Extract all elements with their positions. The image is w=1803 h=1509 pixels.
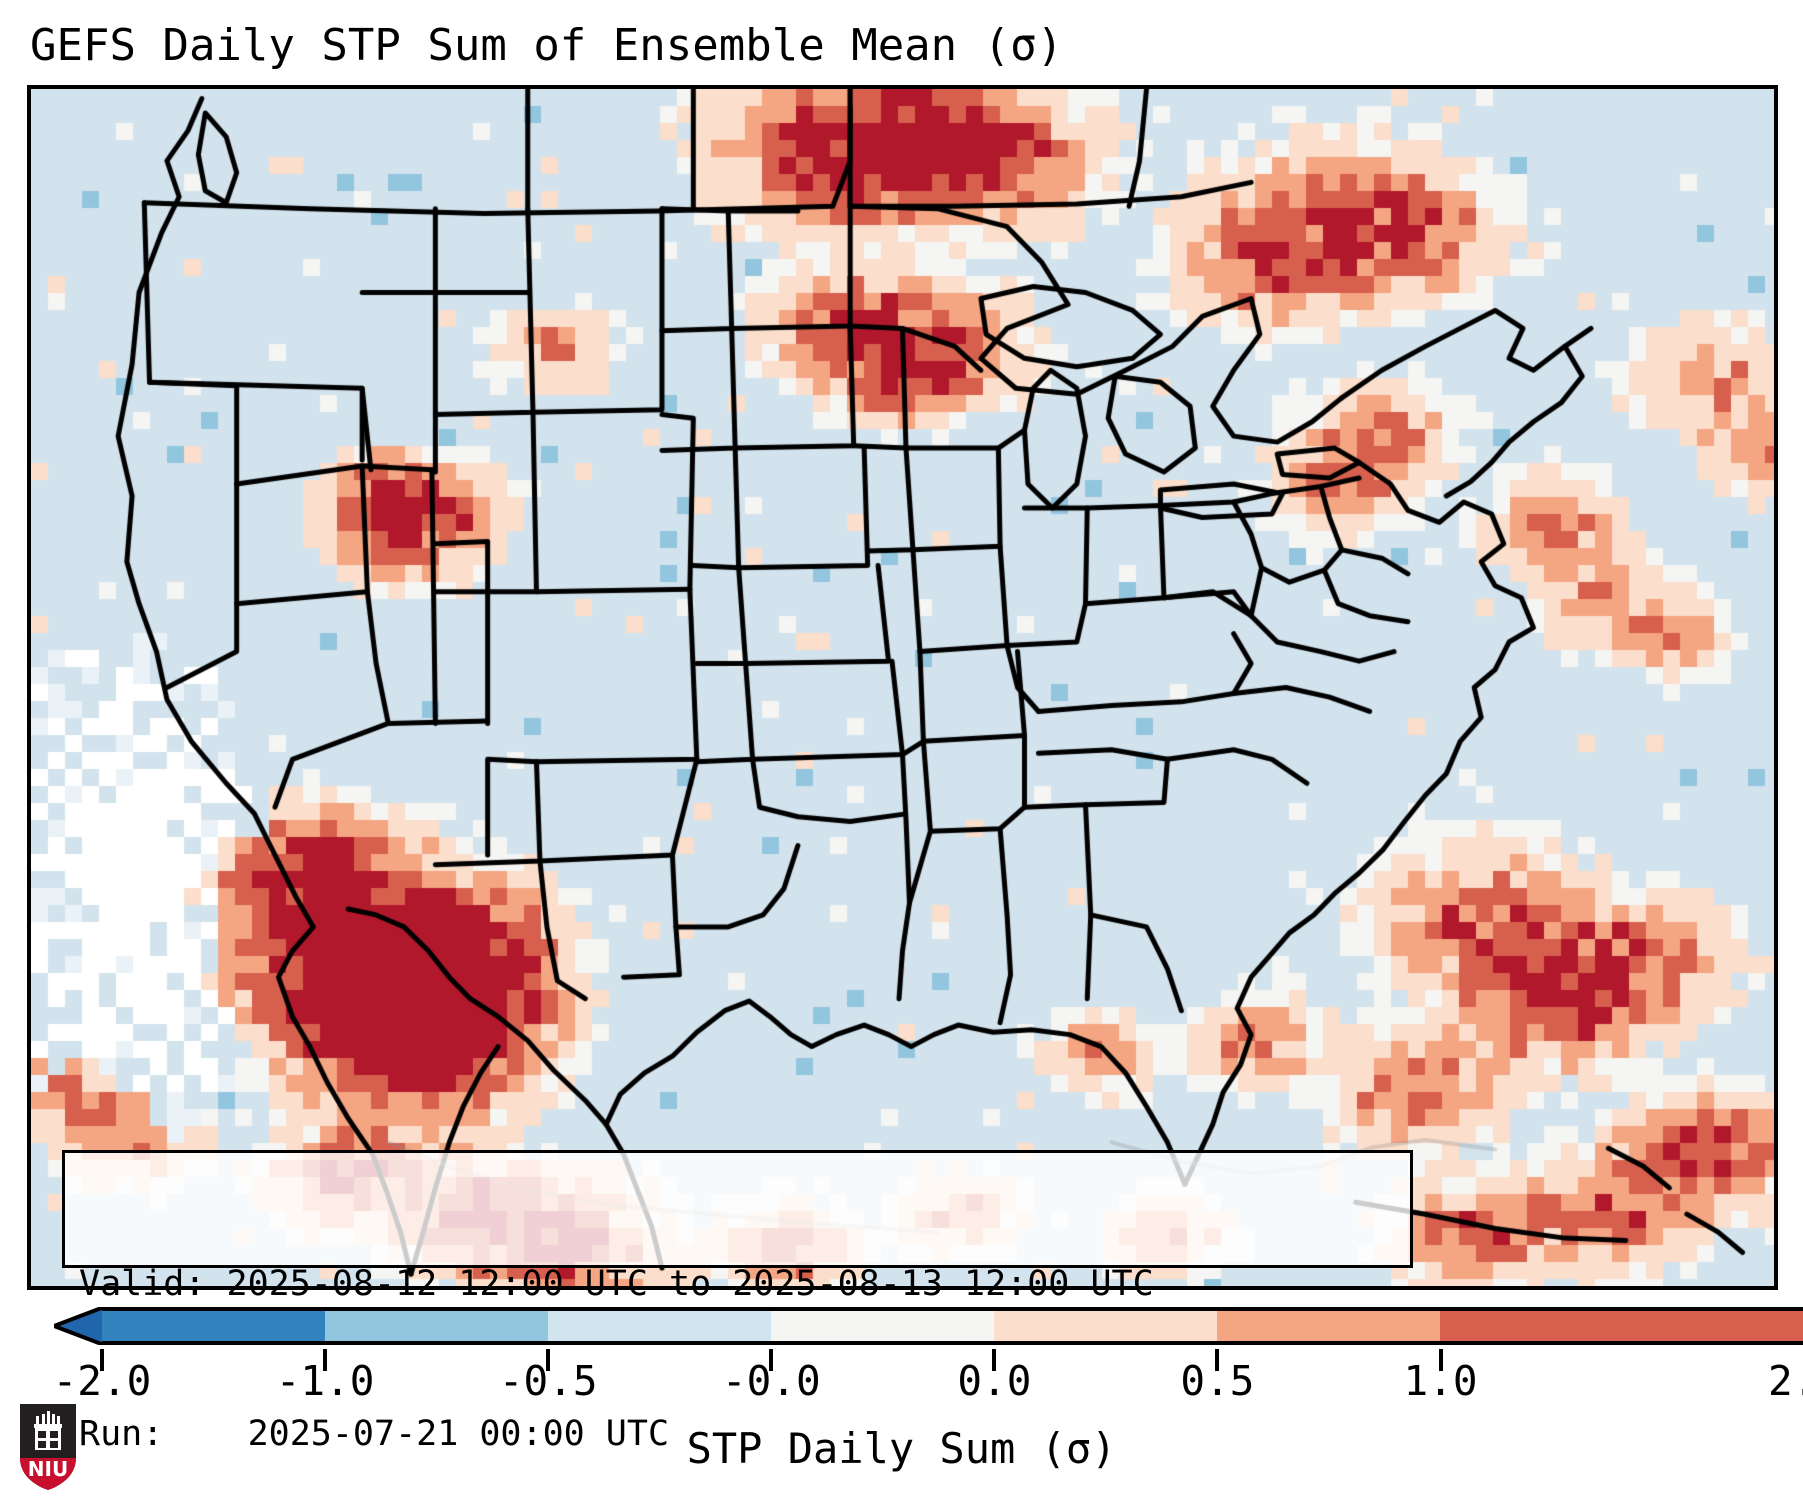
colorbar-segment-0: [102, 1311, 326, 1341]
colorbar-tick-5: [1215, 1349, 1220, 1371]
valid-time-text: Valid: 2025-08-12 12:00 UTC to 2025-08-1…: [79, 1264, 1154, 1304]
colorbar-tick-label-5: 0.5: [1180, 1357, 1255, 1405]
colorbar: [27, 1303, 1803, 1371]
colorbar-segment-3: [771, 1311, 995, 1341]
colorbar-axis-label: STP Daily Sum (σ): [686, 1424, 1117, 1473]
stp-anomaly-heatmap: [31, 89, 1774, 1286]
colorbar-tick-6: [1438, 1349, 1443, 1371]
colorbar-tick-0: [100, 1349, 104, 1371]
colorbar-under-arrow-icon: [54, 1307, 104, 1345]
colorbar-tick-label-1: -1.0: [275, 1357, 375, 1405]
valid-run-info-box: Valid: 2025-08-12 12:00 UTC to 2025-08-1…: [62, 1150, 1413, 1454]
page-title: GEFS Daily STP Sum of Ensemble Mean (σ): [30, 20, 1064, 71]
colorbar-tick-label-7: 2.0: [1767, 1357, 1803, 1405]
colorbar-gradient: [102, 1307, 1803, 1345]
niu-logo-text: NIU: [28, 1457, 68, 1481]
map-plot-area: [27, 85, 1778, 1290]
run-time-text: Run: 2025-07-21 00:00 UTC: [79, 1414, 670, 1454]
colorbar-tick-label-2: -0.5: [498, 1357, 598, 1405]
colorbar-tick-label-4: 0.0: [957, 1357, 1032, 1405]
colorbar-tick-label-6: 1.0: [1403, 1357, 1478, 1405]
colorbar-tick-2: [546, 1349, 551, 1371]
colorbar-tick-4: [992, 1349, 997, 1371]
colorbar-segment-1: [325, 1311, 549, 1341]
colorbar-segment-2: [548, 1311, 772, 1341]
colorbar-tick-3: [769, 1349, 774, 1371]
colorbar-ticks: [27, 1349, 1778, 1375]
colorbar-segment-6: [1440, 1311, 1803, 1341]
colorbar-tick-labels: -2.0 -1.0 -0.5 -0.0 0.0 0.5 1.0 2.0: [0, 1352, 1803, 1410]
colorbar-segment-4: [994, 1311, 1218, 1341]
colorbar-tick-1: [323, 1349, 328, 1371]
colorbar-segment-5: [1217, 1311, 1441, 1341]
colorbar-tick-label-0: -2.0: [52, 1357, 152, 1405]
niu-logo: NIU: [20, 1404, 76, 1490]
colorbar-tick-label-3: -0.0: [721, 1357, 821, 1405]
